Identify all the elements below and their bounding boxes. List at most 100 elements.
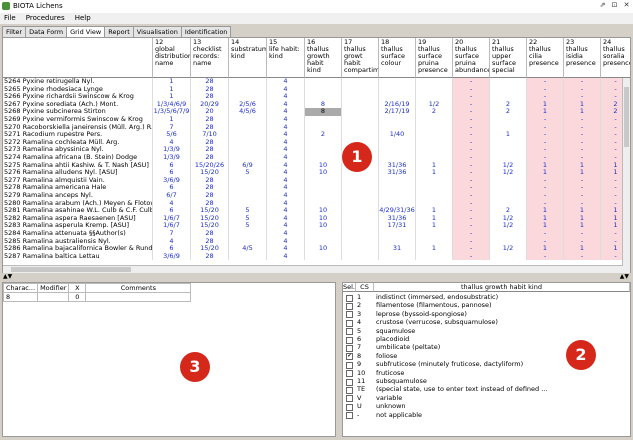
- grid-cell[interactable]: 4/5/6: [229, 108, 267, 116]
- grid-cell[interactable]: -: [527, 184, 564, 192]
- grid-cell[interactable]: 17/31: [379, 222, 416, 230]
- grid-cell[interactable]: 1: [527, 245, 564, 253]
- grid-cell[interactable]: -: [453, 100, 490, 109]
- grid-cell[interactable]: [305, 230, 342, 238]
- grid-cell[interactable]: 7: [153, 123, 191, 132]
- grid-cell[interactable]: 4: [153, 138, 191, 147]
- grid-cell[interactable]: 5: [229, 169, 267, 177]
- taxon-name-cell[interactable]: 5282 Ramalina asperа Raesaenen [ASU]: [3, 214, 153, 223]
- close-window-icon[interactable]: ✕: [623, 1, 630, 9]
- grid-cell[interactable]: [416, 252, 453, 261]
- grid-cell[interactable]: -: [453, 207, 490, 215]
- grid-cell[interactable]: 2: [490, 207, 527, 215]
- grid-cell[interactable]: 31/36: [379, 161, 416, 170]
- grid-cell[interactable]: [490, 184, 527, 192]
- taxon-name-cell[interactable]: 5279 Ramalina anceps Nyl.: [3, 192, 153, 200]
- state-option[interactable]: ✔ 8 foliose: [343, 352, 630, 361]
- grid-cell[interactable]: [416, 184, 453, 192]
- grid-cell[interactable]: 4: [267, 207, 305, 215]
- grid-cell[interactable]: 15/20: [191, 222, 229, 230]
- grid-cell[interactable]: [416, 123, 453, 132]
- grid-cell[interactable]: 4: [267, 93, 305, 101]
- grid-cell[interactable]: [379, 146, 416, 154]
- grid-cell[interactable]: -: [527, 85, 564, 94]
- checkbox[interactable]: ✔: [346, 353, 353, 361]
- grid-cell[interactable]: 1: [564, 161, 601, 170]
- grid-cell[interactable]: 1/2: [490, 169, 527, 177]
- grid-cell[interactable]: 1: [601, 222, 630, 230]
- scroll-thumb[interactable]: [624, 87, 629, 147]
- grid-cell[interactable]: 4: [267, 138, 305, 147]
- taxon-name-cell[interactable]: 5264 Pyxine retirugella Nyl.: [3, 78, 153, 86]
- grid-cell[interactable]: -: [453, 108, 490, 116]
- grid-cell[interactable]: 5: [229, 214, 267, 223]
- column-header[interactable]: 23 thallus isidia presence: [564, 38, 601, 78]
- grid-cell[interactable]: 10: [305, 222, 342, 230]
- grid-cell[interactable]: [416, 85, 453, 94]
- grid-cell[interactable]: 4: [267, 108, 305, 116]
- grid-cell[interactable]: -: [527, 252, 564, 261]
- taxon-name-cell[interactable]: 5276 Ramalina alludens Nyl. [ASU]: [3, 169, 153, 177]
- taxon-name-cell[interactable]: 5280 Ramalina arabum (Ach.) Meyen & Flot…: [4, 199, 153, 208]
- grid-cell[interactable]: [342, 199, 379, 208]
- grid-cell[interactable]: 1/3/9: [153, 154, 191, 162]
- grid-cell[interactable]: [379, 237, 416, 246]
- grid-cell[interactable]: [229, 199, 267, 208]
- table-row[interactable]: 5282 Ramalina asperа Raesaenen [ASU] 1/6/…: [3, 214, 630, 223]
- grid-cell[interactable]: 31/36: [379, 214, 416, 223]
- checkbox[interactable]: [346, 311, 353, 319]
- grid-cell[interactable]: [305, 78, 342, 86]
- grid-cell[interactable]: [342, 184, 379, 192]
- grid-cell[interactable]: 1/6/7: [153, 222, 191, 230]
- grid-cell[interactable]: [342, 245, 379, 253]
- grid-cell[interactable]: [490, 123, 527, 132]
- grid-cell[interactable]: -: [527, 93, 564, 101]
- checkbox[interactable]: [346, 386, 353, 394]
- taxon-name-cell[interactable]: 5268 Pyxine subcinerea Stirton: [3, 108, 153, 116]
- grid-cell[interactable]: -: [453, 222, 490, 230]
- grid-cell[interactable]: -: [601, 176, 630, 185]
- grid-cell[interactable]: [379, 123, 416, 132]
- modifier-value[interactable]: [37, 292, 70, 302]
- collapse-arrow-icon[interactable]: ▲▼: [3, 273, 13, 280]
- taxon-name-cell[interactable]: 5272 Ramalina cochleata Müll. Arg.: [3, 138, 153, 147]
- grid-cell[interactable]: -: [564, 85, 601, 94]
- grid-cell[interactable]: 4: [153, 199, 191, 208]
- grid-cell[interactable]: 10: [305, 245, 342, 253]
- table-row[interactable]: 5273 Ramalina abyssinica Nyl. 1/3/9 28 4- - -…: [3, 146, 630, 154]
- grid-cell[interactable]: [305, 93, 342, 101]
- tab-data-form[interactable]: Data Form: [25, 26, 68, 37]
- grid-cell[interactable]: 1/3/4/6/9: [153, 100, 191, 109]
- menu-file[interactable]: File: [4, 14, 16, 22]
- grid-cell[interactable]: 1: [527, 222, 564, 230]
- grid-cell[interactable]: 6: [153, 207, 191, 215]
- grid-cell[interactable]: [416, 78, 453, 86]
- grid-cell[interactable]: 4: [153, 237, 191, 246]
- grid-cell[interactable]: 1: [527, 207, 564, 215]
- column-header[interactable]: 18 thallus surface colour: [379, 38, 416, 78]
- column-header[interactable]: 12 global distribution: name: [153, 38, 191, 78]
- grid-cell[interactable]: -: [453, 154, 490, 162]
- checkbox[interactable]: [346, 294, 353, 302]
- grid-cell[interactable]: [490, 78, 527, 86]
- grid-cell[interactable]: [379, 138, 416, 147]
- grid-cell[interactable]: -: [453, 169, 490, 177]
- table-row[interactable]: 5271 Racodium rupestre Pers. 5/6 7/10 4 2 1/4…: [3, 131, 630, 139]
- grid-cell[interactable]: [342, 108, 379, 116]
- grid-cell[interactable]: 1: [153, 85, 191, 94]
- grid-cell[interactable]: 7/10: [191, 131, 229, 139]
- x-value[interactable]: 0: [68, 292, 87, 302]
- grid-cell[interactable]: [490, 116, 527, 124]
- grid-cell[interactable]: [305, 184, 342, 192]
- grid-cell[interactable]: 6: [153, 169, 191, 177]
- grid-cell[interactable]: 15/20: [191, 214, 229, 223]
- grid-cell[interactable]: 1: [153, 78, 191, 86]
- grid-cell[interactable]: -: [601, 192, 630, 200]
- grid-cell[interactable]: 1/40: [379, 131, 416, 139]
- grid-cell[interactable]: [305, 237, 342, 246]
- grid-cell[interactable]: [342, 252, 379, 261]
- grid-cell[interactable]: -: [601, 237, 630, 246]
- grid-cell[interactable]: [229, 230, 267, 238]
- grid-cell[interactable]: 1: [416, 245, 453, 253]
